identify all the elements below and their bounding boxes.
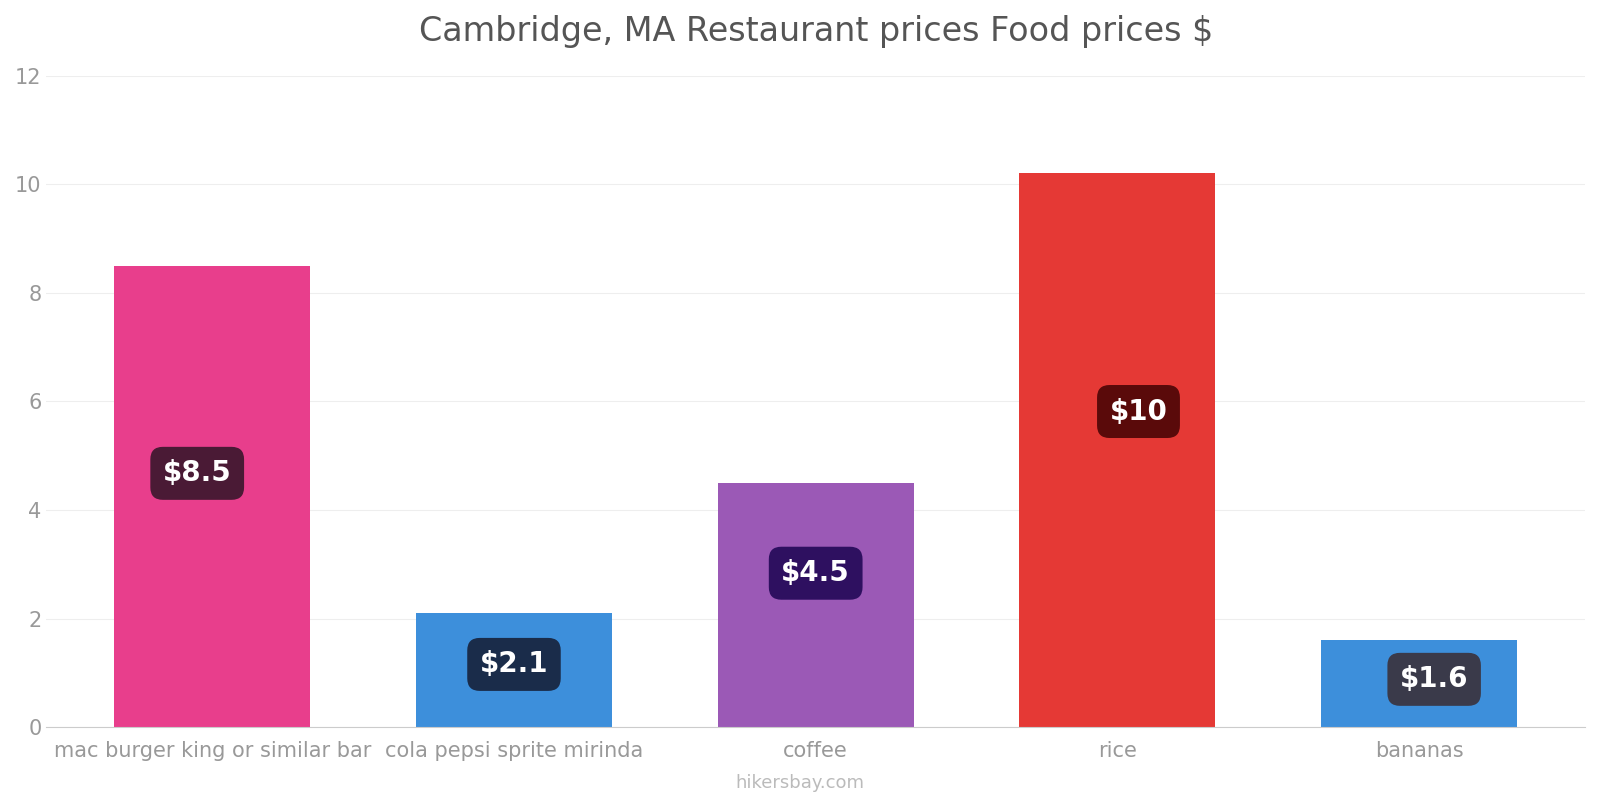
- Text: $1.6: $1.6: [1400, 666, 1469, 694]
- Bar: [1019, 174, 1216, 727]
- Bar: [114, 266, 310, 727]
- Text: $2.1: $2.1: [480, 650, 549, 678]
- Text: hikersbay.com: hikersbay.com: [736, 774, 864, 792]
- Bar: [718, 483, 914, 727]
- Text: $4.5: $4.5: [781, 559, 850, 587]
- Bar: [416, 613, 613, 727]
- Text: $8.5: $8.5: [163, 459, 232, 487]
- Bar: [1322, 640, 1517, 727]
- Title: Cambridge, MA Restaurant prices Food prices $: Cambridge, MA Restaurant prices Food pri…: [419, 15, 1213, 48]
- Text: $10: $10: [1109, 398, 1168, 426]
